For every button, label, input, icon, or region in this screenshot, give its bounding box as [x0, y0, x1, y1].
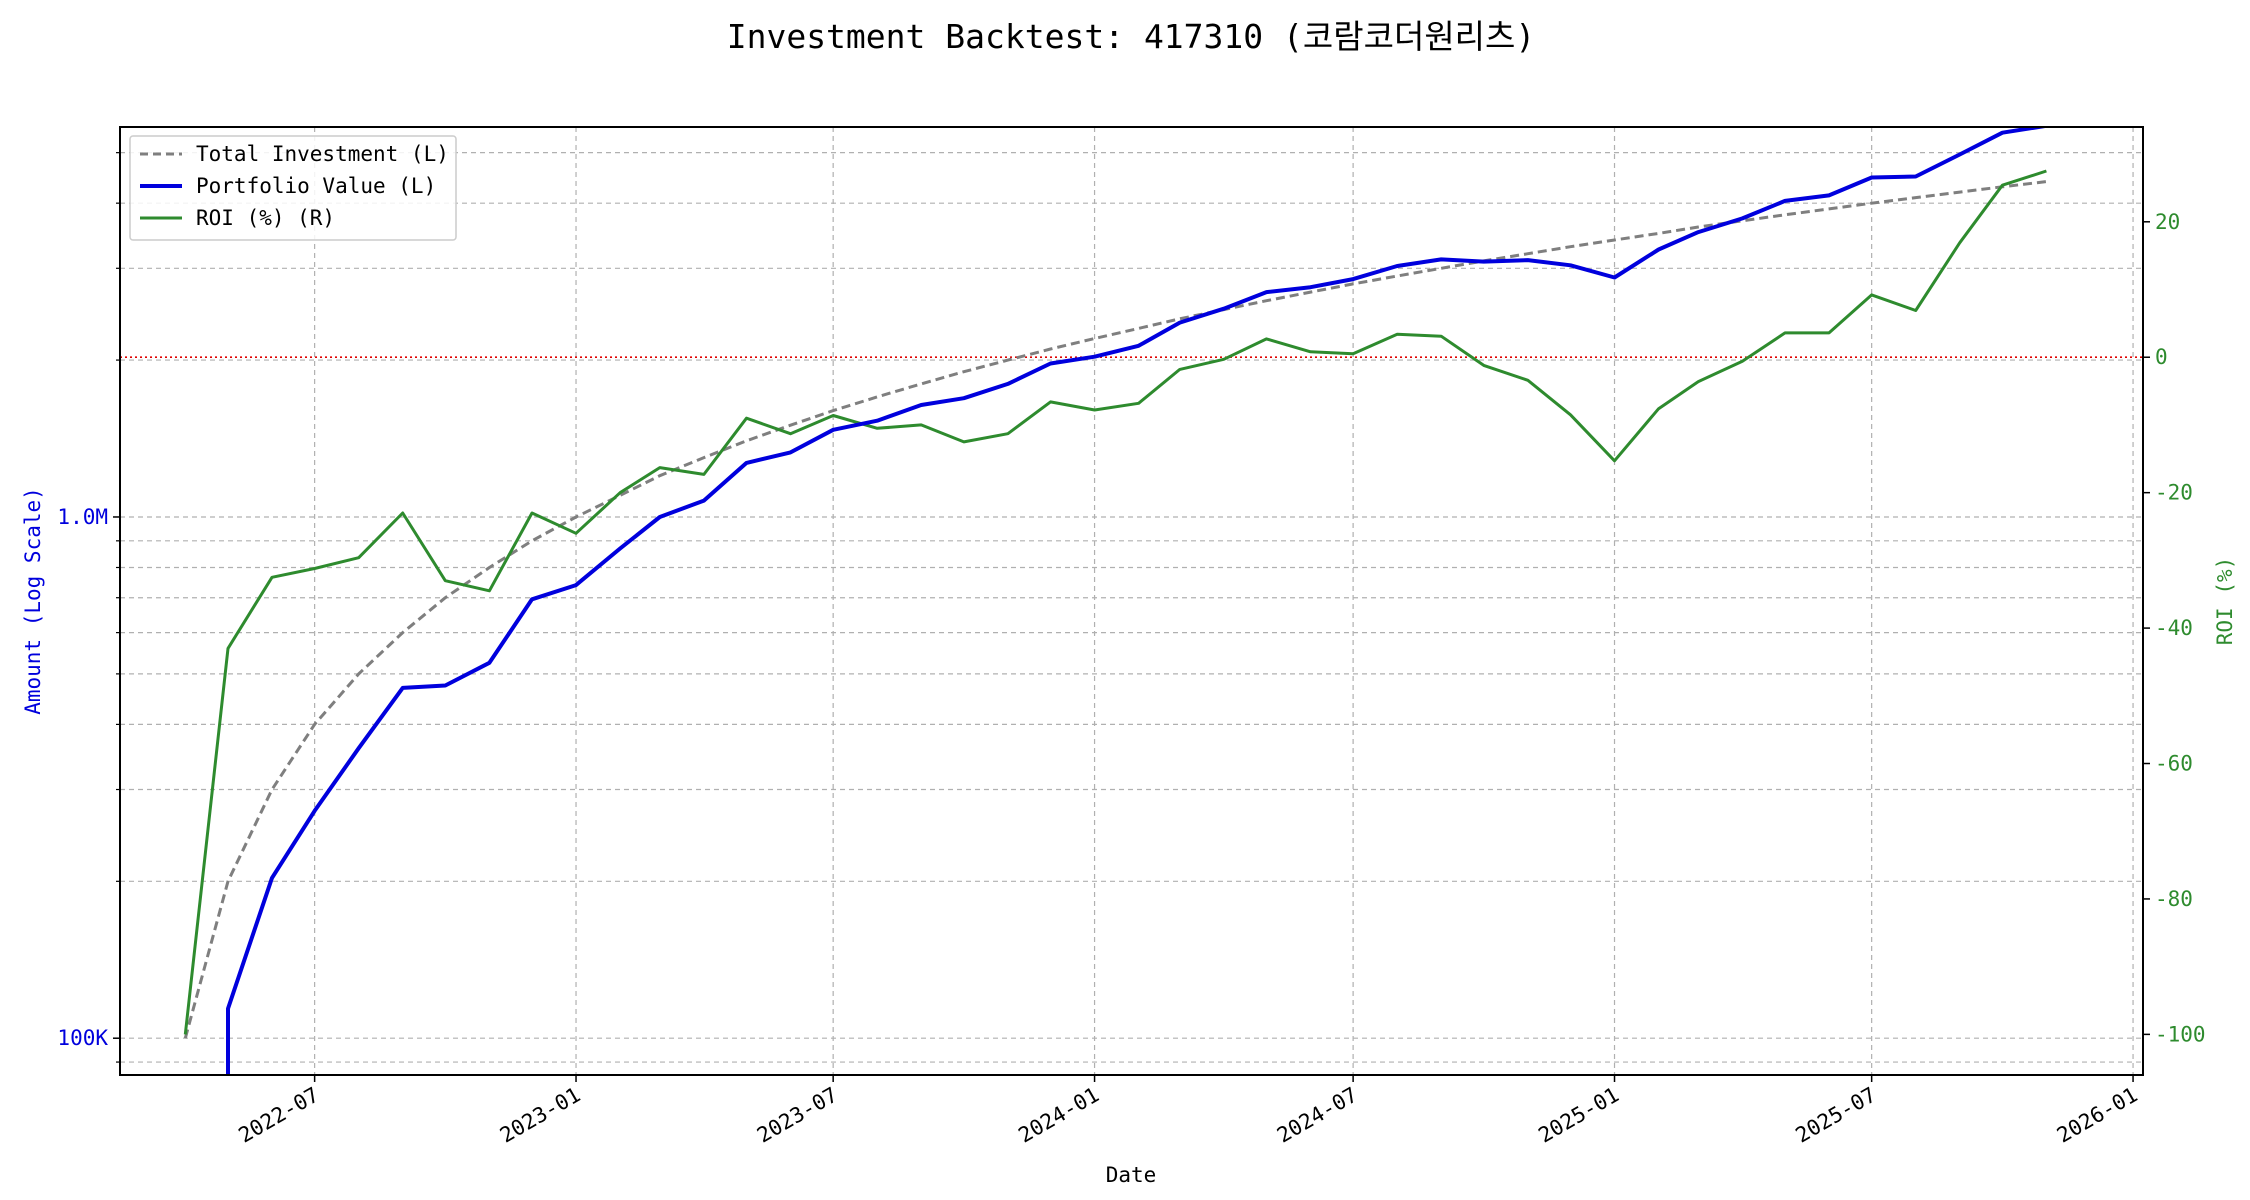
- x-tick-label: 2026-01: [2053, 1083, 2142, 1148]
- legend: Total Investment (L) Portfolio Value (L)…: [129, 135, 457, 241]
- chart-title: Investment Backtest: 417310 (코람코더원리츠): [727, 17, 1536, 56]
- plot-frame: [119, 126, 2144, 1076]
- x-tick-label: 2025-01: [1534, 1083, 1623, 1148]
- y-right-tick-label: -20: [2155, 481, 2193, 505]
- grid-lines: [120, 127, 2143, 1075]
- x-axis-label: Date: [1106, 1163, 1157, 1187]
- series-layer: [183, 127, 2047, 1075]
- y-left-tick-label: 100K: [57, 1026, 108, 1050]
- x-tick-label: 2024-07: [1273, 1083, 1362, 1148]
- x-tick-label: 2024-01: [1014, 1083, 1103, 1148]
- y-right-tick-label: 20: [2155, 210, 2180, 234]
- y-right-tick-label: -40: [2155, 616, 2193, 640]
- legend-label-portfolio-value: Portfolio Value (L): [196, 174, 436, 198]
- legend-label-roi: ROI (%) (R): [196, 206, 335, 230]
- x-tick-label: 2022-07: [234, 1083, 323, 1148]
- x-tick-label: 2025-07: [1791, 1083, 1880, 1148]
- y-right-tick-label: -100: [2155, 1022, 2206, 1046]
- y-left-axis-label: Amount (Log Scale): [21, 487, 45, 715]
- x-tick-label: 2023-07: [753, 1083, 842, 1148]
- y-right-tick-label: -80: [2155, 887, 2193, 911]
- x-tick-label: 2023-01: [496, 1083, 585, 1148]
- roi-line: [183, 169, 2047, 1035]
- y-right-tick-label: 0: [2155, 345, 2168, 369]
- y-right-tick-label: -60: [2155, 752, 2193, 776]
- y-right-axis-label: ROI (%): [2213, 557, 2237, 646]
- legend-box: [129, 135, 457, 241]
- y-left-tick-label: 1.0M: [57, 505, 108, 529]
- portfolio-value-line: [226, 127, 2047, 1075]
- tick-layer: 2022-07 2023-01 2023-07 2024-01 2024-07 2025-…: [57, 152, 2206, 1148]
- legend-label-total-investment: Total Investment (L): [196, 142, 449, 166]
- total-investment-line: [183, 180, 2047, 1039]
